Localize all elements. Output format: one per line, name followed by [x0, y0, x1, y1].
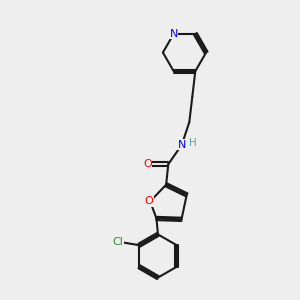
- Text: Cl: Cl: [113, 237, 124, 247]
- Text: N: N: [178, 140, 186, 150]
- Text: O: O: [144, 196, 153, 206]
- Text: N: N: [169, 29, 178, 39]
- Text: O: O: [143, 159, 152, 169]
- Text: H: H: [189, 138, 197, 148]
